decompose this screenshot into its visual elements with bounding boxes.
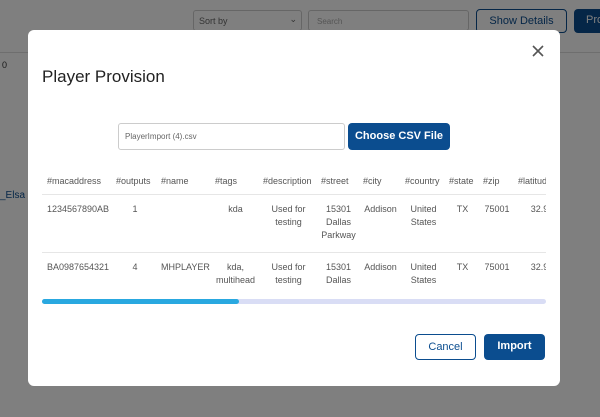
table-cell: TX: [444, 194, 478, 253]
close-icon[interactable]: [532, 45, 544, 57]
header-cell: #state: [444, 168, 478, 195]
progress-fill: [42, 299, 239, 304]
header-cell: #name: [156, 168, 210, 195]
table-cell: Addison: [358, 252, 400, 288]
table-row: BA0987654321 4 MHPLAYER kda, multihead Used …: [42, 252, 546, 288]
data-table: #macaddress #outputs #name #tags #descriptio…: [42, 168, 546, 288]
table-cell: United States: [400, 194, 444, 253]
table-cell: 1234567890AB: [42, 194, 111, 253]
table-cell: BA0987654321: [42, 252, 111, 288]
progress-track: [42, 299, 546, 304]
table-cell: 32.958: [513, 194, 546, 253]
modal: Player Provision PlayerImport (4).csv Ch…: [28, 30, 560, 386]
header-cell: #country: [400, 168, 444, 195]
header-cell: #city: [358, 168, 400, 195]
header-cell: #description: [258, 168, 316, 195]
table-cell: United States: [400, 252, 444, 288]
file-input[interactable]: PlayerImport (4).csv: [118, 123, 345, 150]
table-cell: MHPLAYER: [156, 252, 210, 288]
header-cell: #macaddress: [42, 168, 111, 195]
table-cell: 15301 Dallas Parkway: [316, 252, 358, 288]
header-row: #macaddress #outputs #name #tags #descriptio…: [42, 168, 546, 195]
table-cell: 15301 Dallas Parkway: [316, 194, 358, 253]
header-cell: #street: [316, 168, 358, 195]
table-cell: Used for testing: [258, 252, 316, 288]
choose-file-button[interactable]: Choose CSV File: [348, 123, 450, 150]
table-cell: TX: [444, 252, 478, 288]
import-button[interactable]: Import: [484, 334, 545, 360]
table-cell: Addison: [358, 194, 400, 253]
header-cell: #outputs: [111, 168, 156, 195]
cancel-button[interactable]: Cancel: [415, 334, 476, 360]
table-cell: 75001: [478, 252, 513, 288]
table-cell: Used for testing: [258, 194, 316, 253]
table-row: 1234567890AB 1 kda Used for testing 15301 Da…: [42, 194, 546, 253]
table-cell: 4: [111, 252, 156, 288]
table-cell: 75001: [478, 194, 513, 253]
table-cell: kda, multihead: [210, 252, 258, 288]
header-cell: #zip: [478, 168, 513, 195]
table-cell: 1: [111, 194, 156, 253]
header-cell: #latitud: [513, 168, 546, 195]
table-cell: 32.958: [513, 252, 546, 288]
table-container: #macaddress #outputs #name #tags #descriptio…: [42, 168, 546, 288]
table-cell: kda: [210, 194, 258, 253]
table-cell: [156, 194, 210, 253]
header-cell: #tags: [210, 168, 258, 195]
modal-title: Player Provision: [42, 67, 165, 86]
